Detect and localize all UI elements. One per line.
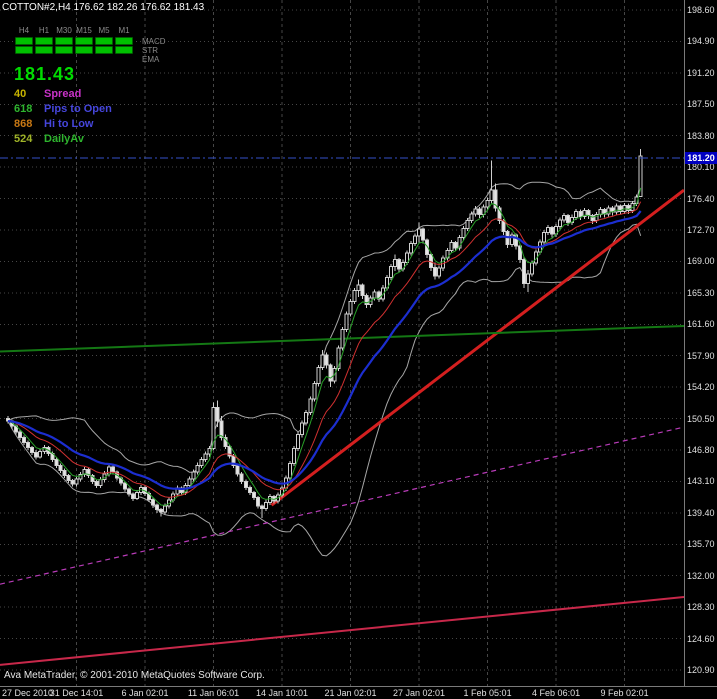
- timeframe-button-m1[interactable]: [115, 37, 133, 45]
- price-tick: 132.00: [687, 570, 715, 581]
- timeframe-button-m15[interactable]: [75, 46, 93, 54]
- chart-plot-area[interactable]: COTTON#2,H4 176.62 182.26 176.62 181.43 …: [0, 0, 684, 686]
- timeframe-labels: H4 H1 M30 M15 M5 M1: [14, 26, 234, 35]
- price-tick: 143.10: [687, 476, 715, 487]
- spread-value: 40: [14, 88, 27, 100]
- timeframe-button-h1[interactable]: [35, 37, 53, 45]
- timeframe-label-m30: M30: [56, 26, 72, 35]
- dashboard-panel: H4 H1 M30 M15 M5 M1 MACD STR EMA 181.43 …: [14, 26, 234, 145]
- timeframe-button-h4[interactable]: [15, 37, 33, 45]
- bid-price-badge: 181.20: [685, 151, 717, 164]
- time-tick: 27 Dec 2010: [2, 688, 54, 698]
- timeframe-label-h1: H1: [38, 26, 50, 35]
- time-tick: 9 Feb 02:01: [600, 688, 649, 698]
- price-tick: 183.80: [687, 130, 715, 141]
- timeframe-button-m30[interactable]: [55, 46, 73, 54]
- spread-row: 40 Spread: [14, 88, 234, 100]
- price-tick: 128.30: [687, 602, 715, 613]
- timeframe-button-m5[interactable]: [95, 37, 113, 45]
- price-tick: 157.90: [687, 350, 715, 361]
- daily-av-row: 524 DailyAv: [14, 133, 234, 145]
- daily-av-value: 524: [14, 133, 33, 145]
- price-tick: 194.90: [687, 36, 715, 47]
- timeframe-button-m30[interactable]: [55, 37, 73, 45]
- indicator-str-toggle[interactable]: STR: [142, 46, 158, 55]
- price-tick: 150.50: [687, 413, 715, 424]
- timeframe-button-grid: [14, 37, 234, 55]
- pips-to-open-label: Pips to Open: [44, 103, 112, 115]
- indicator-labels: MACD STR EMA: [142, 37, 166, 64]
- indicator-ema-toggle[interactable]: EMA: [142, 55, 160, 64]
- timeframe-label-m1: M1: [118, 26, 130, 35]
- price-tick: 169.00: [687, 256, 715, 267]
- price-axis[interactable]: 198.60 194.90 191.20 187.50 183.80 180.10 176.…: [684, 0, 717, 686]
- hi-to-low-label: Hi to Low: [44, 118, 94, 130]
- price-tick: 146.80: [687, 445, 715, 455]
- price-tick: 191.20: [687, 67, 715, 78]
- time-tick: 11 Jan 06:01: [187, 688, 240, 698]
- indicator-macd-toggle[interactable]: MACD: [142, 37, 166, 46]
- price-tick: 172.70: [687, 225, 715, 235]
- daily-av-label: DailyAv: [44, 133, 84, 145]
- price-tick: 139.40: [687, 507, 715, 518]
- timeframe-button-h1[interactable]: [35, 46, 53, 54]
- price-tick: 120.90: [687, 665, 715, 675]
- timeframe-button-h4[interactable]: [15, 46, 33, 54]
- price-tick: 161.60: [687, 319, 715, 330]
- pips-to-open-value: 618: [14, 103, 33, 115]
- hi-to-low-row: 868 Hi to Low: [14, 118, 234, 130]
- price-tick: 124.60: [687, 633, 715, 644]
- price-tick: 176.40: [687, 193, 715, 204]
- current-price: 181.43: [14, 64, 76, 84]
- price-tick: 180.10: [687, 162, 715, 173]
- price-tick: 187.50: [687, 99, 715, 110]
- price-tick: 198.60: [687, 5, 715, 15]
- timeframe-button-m5[interactable]: [95, 46, 113, 54]
- time-tick: 4 Feb 06:01: [532, 688, 581, 698]
- copyright-text: Ava MetaTrader, © 2001-2010 MetaQuotes S…: [4, 670, 265, 681]
- timeframe-button-m1[interactable]: [115, 46, 133, 54]
- price-tick: 135.70: [687, 539, 715, 550]
- timeframe-button-m15[interactable]: [75, 37, 93, 45]
- timeframe-label-h4: H4: [18, 26, 30, 35]
- candlestick-chart[interactable]: [0, 0, 684, 686]
- spread-label: Spread: [44, 88, 82, 100]
- time-axis[interactable]: 27 Dec 2010 31 Dec 14:01 6 Jan 02:01 11 Jan…: [0, 686, 717, 699]
- time-tick: 1 Feb 05:01: [463, 688, 512, 698]
- chart-title: COTTON#2,H4 176.62 182.26 176.62 181.43: [2, 2, 205, 13]
- time-tick: 21 Jan 02:01: [324, 688, 377, 698]
- price-tick: 154.20: [687, 382, 715, 393]
- time-tick: 14 Jan 10:01: [256, 688, 309, 698]
- info-rows: 40 Spread 618 Pips to Open 868 Hi to Low 52…: [14, 88, 234, 145]
- time-tick: 27 Jan 02:01: [393, 688, 446, 698]
- time-tick: 31 Dec 14:01: [49, 688, 104, 698]
- pips-to-open-row: 618 Pips to Open: [14, 103, 234, 115]
- timeframe-label-m15: M15: [76, 26, 92, 35]
- timeframe-label-m5: M5: [98, 26, 110, 35]
- time-tick: 6 Jan 02:01: [121, 688, 169, 698]
- price-tick: 165.30: [687, 287, 715, 298]
- hi-to-low-value: 868: [14, 118, 33, 130]
